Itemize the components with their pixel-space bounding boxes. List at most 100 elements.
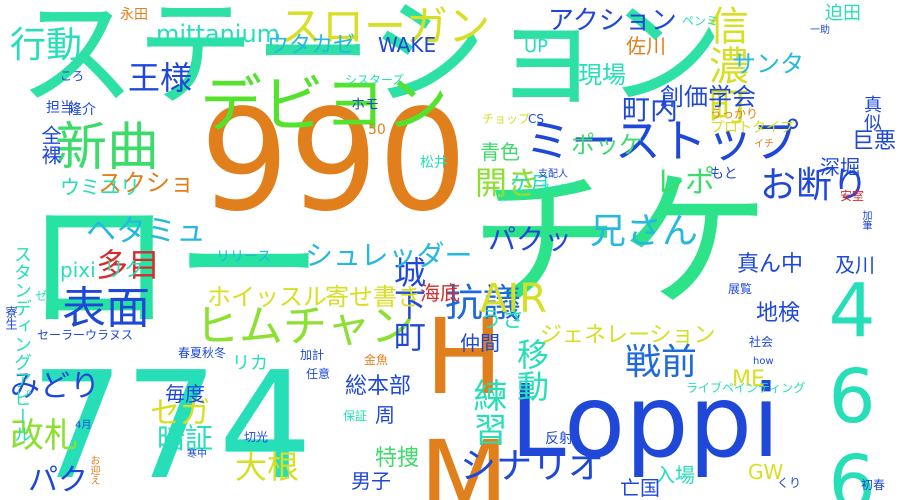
word-up: UP: [524, 36, 549, 57]
word-tokusou: 特捜: [375, 446, 420, 471]
word-riku: リク: [104, 257, 144, 281]
word-mane: 真似: [861, 95, 882, 131]
word-aoiro: 青色: [480, 140, 520, 164]
word-ukkari: うっかり: [710, 107, 759, 121]
word-50: 50: [368, 122, 386, 138]
word-utakaze: ウタカゼ: [267, 33, 356, 58]
word-repo: レポ: [655, 165, 715, 200]
word-boukoku: 亡国: [620, 476, 660, 500]
word-hiraki: 開き: [475, 164, 540, 202]
word-station: ステーション: [18, 0, 724, 123]
word-me: ME: [732, 367, 765, 392]
word-shunkashuutou: 春夏秋冬: [178, 346, 227, 360]
word-shihainin: 支配人: [538, 169, 568, 180]
word-usa: うさ: [480, 308, 525, 333]
word-idou: 移動: [512, 338, 550, 402]
word-scenario: シナリオ: [460, 446, 605, 487]
word-cs: CS: [528, 112, 544, 126]
word-ro: ロー: [24, 180, 325, 354]
word-okotowari: お断り: [760, 165, 869, 206]
word-souhonbu: 総本部: [345, 374, 412, 399]
word-soka: 創価学会: [660, 83, 756, 111]
word-sailor-uranus: セーラーウラヌス: [37, 328, 134, 342]
word-slogan: スローガン: [280, 2, 491, 51]
word-koudou: 行動: [10, 25, 83, 66]
word-homo: ホモ: [351, 97, 379, 113]
word-hmv: HMV: [403, 296, 525, 500]
word-koro: ころ: [60, 69, 85, 83]
word-pixi: pixi: [60, 258, 96, 282]
word-joukamachi: 城下町: [389, 256, 427, 352]
word-kagetsu: ケ月: [510, 172, 550, 196]
word-chop: チョップ: [482, 112, 531, 126]
word-shinkyoku: 新曲: [55, 118, 160, 178]
word-hetamyu: ヘタミュ: [86, 214, 206, 249]
word-matsui: 松井: [420, 155, 448, 171]
word-990: 990: [200, 80, 468, 243]
word-kahitsu: 加筆: [860, 210, 871, 230]
word-meestop: ミーストップ: [525, 114, 799, 168]
word-penmi: ペンミ: [682, 14, 719, 28]
word-kirikou: 切光: [244, 430, 269, 444]
word-umiyuri: ウミユリ: [60, 175, 140, 199]
word-kaitei: 海底: [420, 281, 460, 305]
word-shuu: 周: [375, 403, 395, 427]
word-senzen: 戦前: [625, 342, 698, 383]
word-prototype: プロトタイプ: [710, 120, 794, 136]
word-zenra: 全裸: [38, 125, 62, 165]
word-danshi: 男子: [351, 469, 391, 493]
word-daikon: 大根: [235, 448, 300, 486]
word-debiyon: デビヨン: [200, 68, 449, 141]
word-sukusho: スクショ: [98, 169, 194, 197]
word-shinanomachi: 信濃町: [702, 5, 748, 125]
word-yosegaki: 寄せ書き: [325, 283, 421, 311]
word-pakutsu: パクッ: [488, 223, 573, 256]
word-how: how: [753, 356, 774, 367]
word-ichijo: 一助: [810, 25, 830, 36]
word-46666: 46666: [809, 268, 895, 500]
word-ichi: イチ: [754, 139, 774, 150]
word-oikawa: 及川: [835, 253, 875, 277]
word-ryuusuke: 隆介: [68, 102, 96, 118]
word-standing-appeal: スタンディングアピール: [11, 245, 32, 443]
word-generation: ジェネレーション: [540, 323, 716, 348]
word-kanchuu: 寒中: [187, 449, 207, 460]
word-chike: チケ: [470, 156, 771, 330]
word-niisan: 兄さん: [590, 211, 699, 252]
word-kuri: くり: [777, 476, 802, 490]
word-hansha: 反射: [545, 431, 573, 447]
word-action: アクション: [548, 6, 677, 36]
word-hatsuharu: 初春: [861, 478, 886, 492]
word-whistle: ホイッスル: [207, 283, 327, 311]
word-nini: 任意: [306, 367, 331, 381]
word-nakama: 仲間: [460, 331, 500, 355]
word-release: リリース: [216, 249, 272, 265]
word-kake: 加計: [300, 348, 325, 362]
word-hyoumen: 表面: [62, 283, 150, 334]
word-loppi: Loppi: [510, 363, 780, 480]
word-pokke: ポッケ: [571, 131, 643, 159]
word-sakoda: 迫田: [825, 3, 861, 24]
word-mittanium: mittanium: [156, 20, 281, 48]
word-air: AIR: [480, 276, 547, 322]
word-renshuu: 練習: [467, 378, 507, 446]
word-paku: パク: [28, 463, 88, 498]
word-chounai: 町内: [622, 93, 679, 126]
word-santa: サンタ: [732, 50, 804, 78]
word-font: フォント: [540, 183, 580, 194]
word-omukae: お迎え: [88, 455, 99, 485]
word-maido: 毎度: [165, 382, 205, 406]
word-hoshou: 保証: [343, 409, 368, 423]
word-sega: セガ: [150, 396, 210, 431]
word-live-painting: ライブペインティング: [686, 381, 806, 395]
word-zero: ゼロ: [35, 289, 60, 303]
word-kougi: 抗議: [445, 281, 522, 325]
word-kyoaku: 巨悪: [852, 129, 897, 154]
word-774: 774: [30, 340, 313, 500]
word-rika: リカ: [232, 353, 268, 374]
word-gw: GW: [748, 460, 784, 484]
word-ousama: 王様: [128, 59, 193, 97]
word-sagawa: 佐川: [626, 34, 666, 58]
word-ryousei: 寮生: [4, 306, 18, 330]
